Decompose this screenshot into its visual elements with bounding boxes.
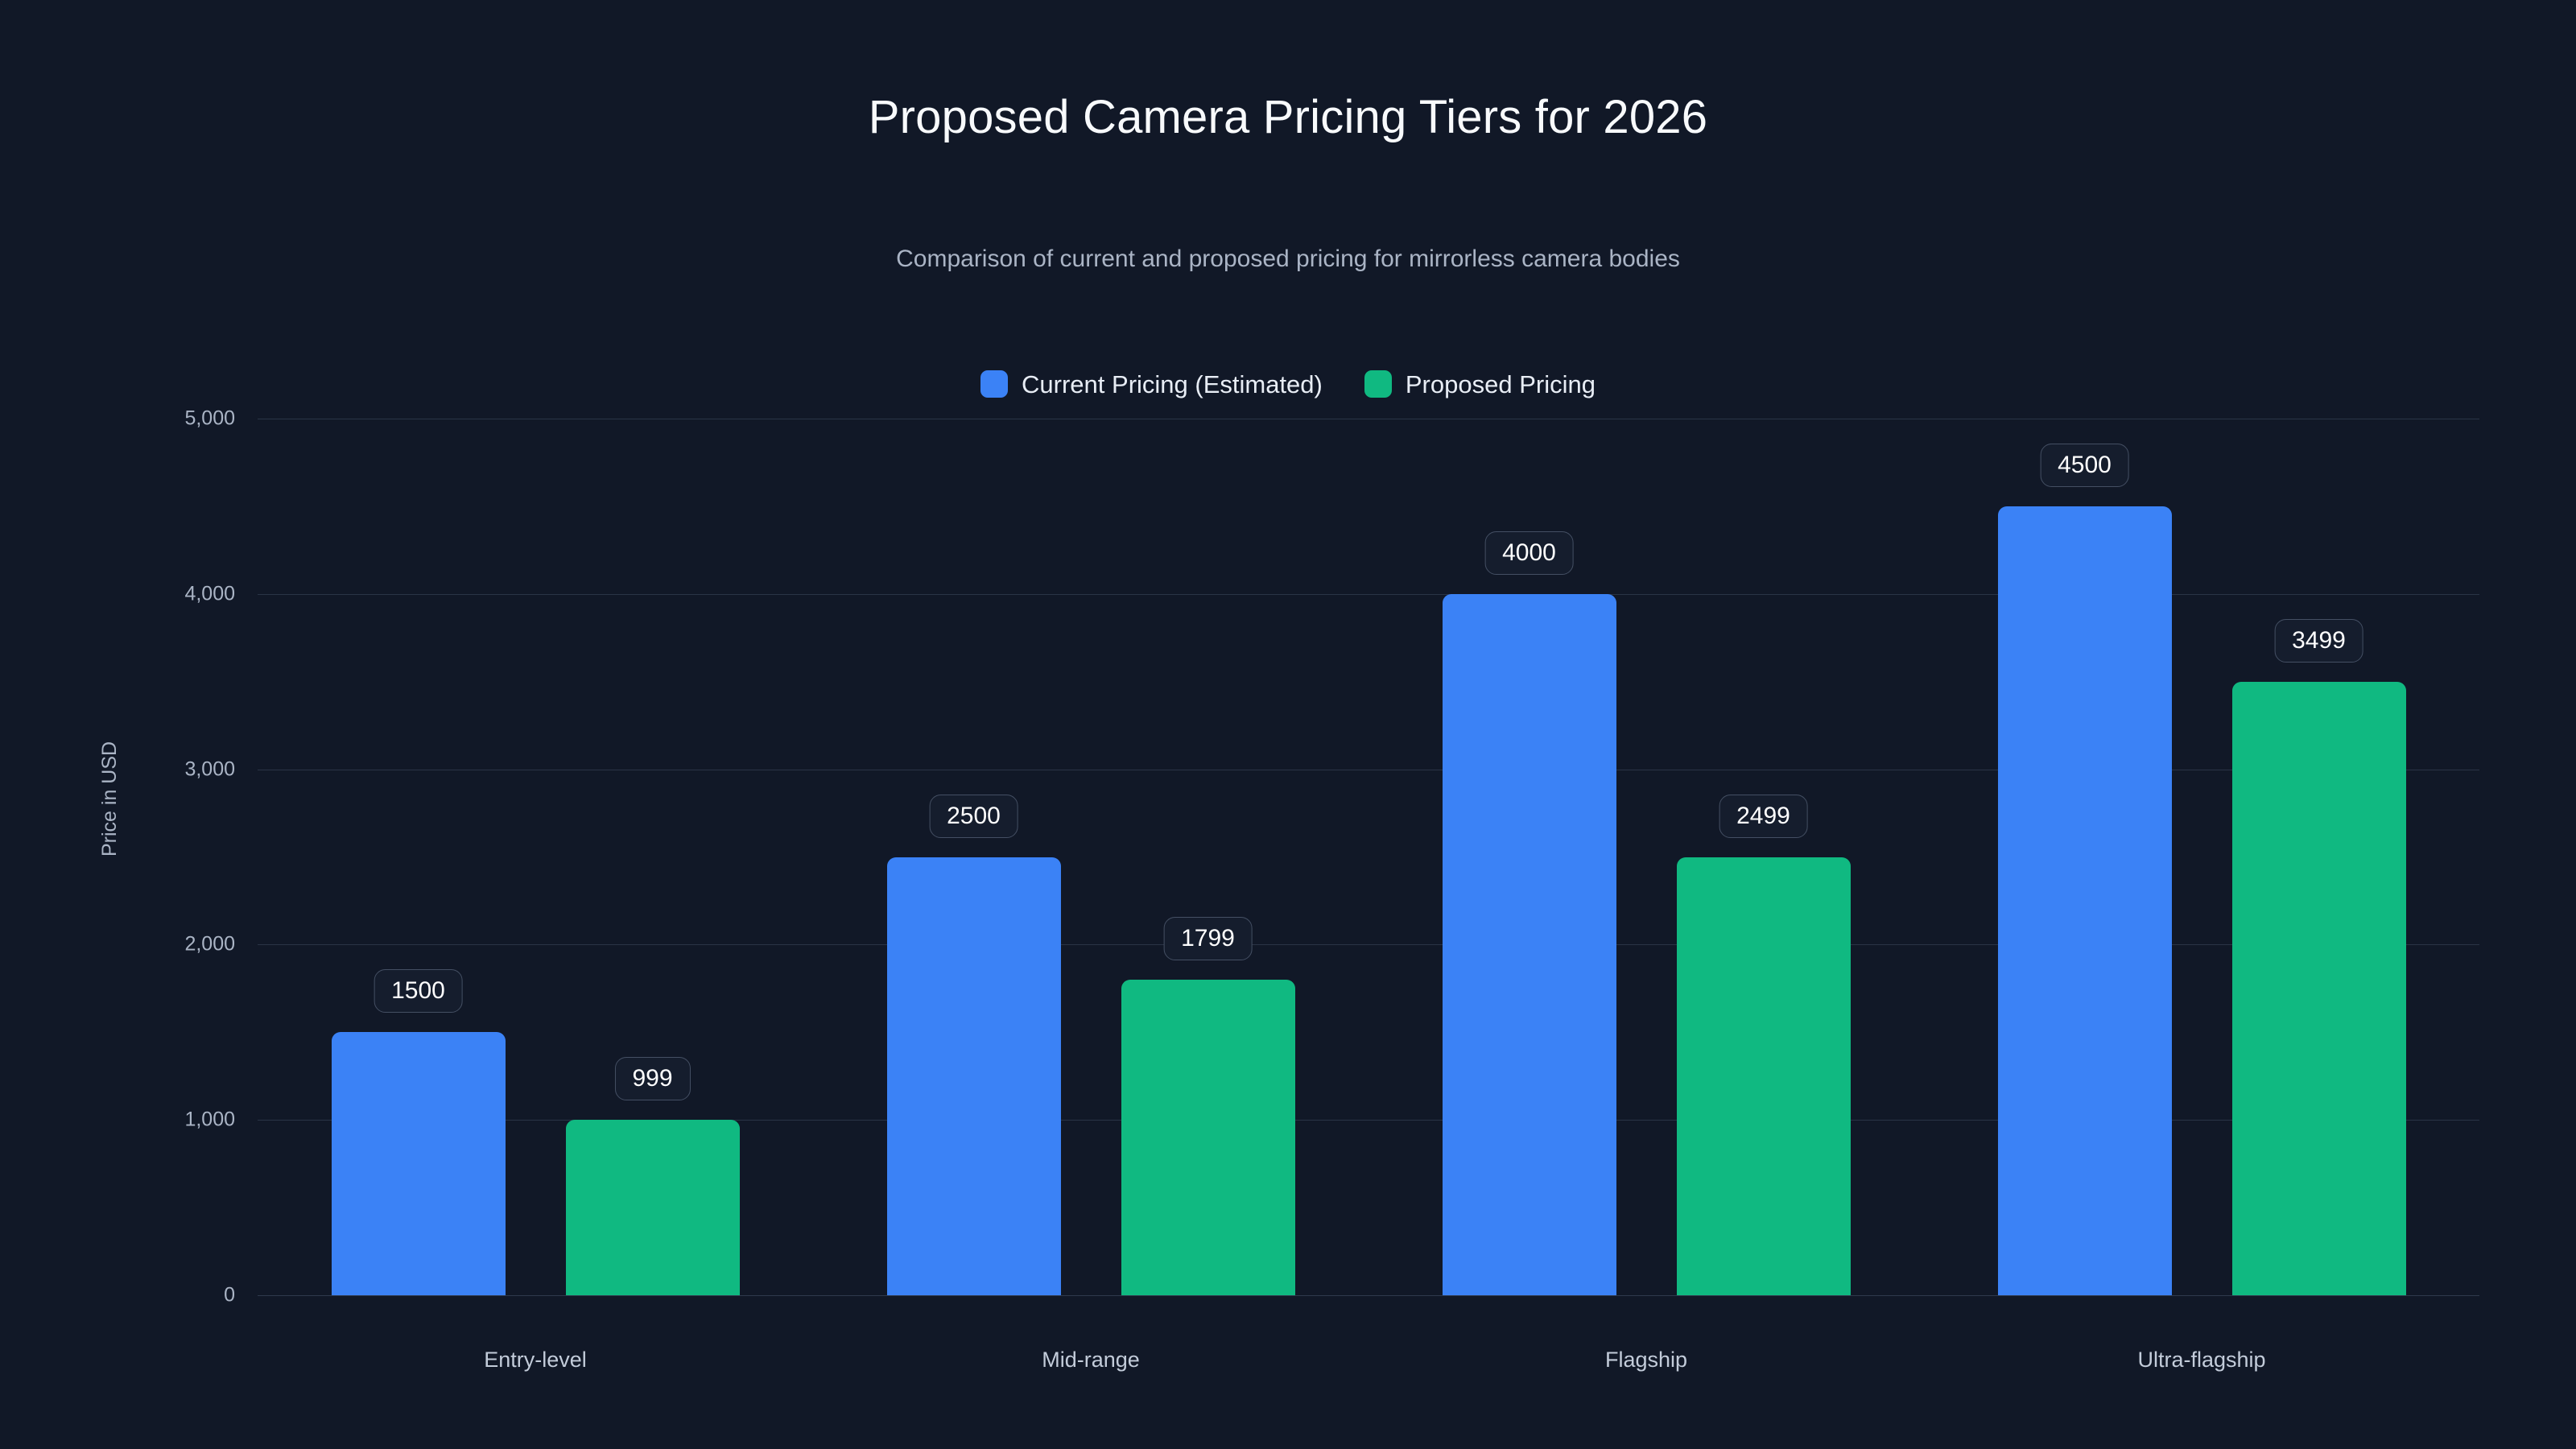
gridline bbox=[258, 1295, 2479, 1296]
bar[interactable] bbox=[565, 1120, 740, 1295]
x-axis-category-label: Entry-level bbox=[484, 1348, 587, 1372]
chart-legend: Current Pricing (Estimated) Proposed Pri… bbox=[0, 370, 2576, 398]
x-axis-category-label: Ultra-flagship bbox=[2137, 1348, 2266, 1372]
bar-value-label: 1799 bbox=[1163, 917, 1253, 961]
bar[interactable] bbox=[331, 1032, 506, 1295]
legend-item-current[interactable]: Current Pricing (Estimated) bbox=[980, 370, 1323, 398]
legend-swatch-proposed bbox=[1364, 370, 1392, 398]
legend-label-current: Current Pricing (Estimated) bbox=[1022, 369, 1323, 398]
plot-area bbox=[258, 419, 2479, 1296]
bar-value-label: 4500 bbox=[2040, 443, 2129, 487]
bar[interactable] bbox=[1997, 506, 2172, 1295]
legend-swatch-current bbox=[980, 370, 1009, 398]
y-axis-tick-label: 1,000 bbox=[184, 1108, 235, 1131]
bar[interactable] bbox=[886, 857, 1061, 1295]
bar-value-label: 2499 bbox=[1719, 794, 1808, 838]
y-axis-tick-label: 3,000 bbox=[184, 758, 235, 781]
bar-value-label: 1500 bbox=[374, 969, 463, 1013]
bar-value-label: 2500 bbox=[929, 794, 1018, 838]
y-axis-title: Price in USD bbox=[98, 741, 121, 857]
bar[interactable] bbox=[1442, 593, 1616, 1295]
bar[interactable] bbox=[1121, 980, 1295, 1295]
gridline bbox=[258, 593, 2479, 595]
x-axis-category-label: Mid-range bbox=[1042, 1348, 1140, 1372]
legend-label-proposed: Proposed Pricing bbox=[1405, 369, 1596, 398]
y-axis-tick-label: 0 bbox=[224, 1283, 235, 1307]
gridline bbox=[258, 944, 2479, 946]
legend-item-proposed[interactable]: Proposed Pricing bbox=[1364, 370, 1596, 398]
y-axis-tick-label: 5,000 bbox=[184, 407, 235, 430]
bar[interactable] bbox=[1676, 857, 1851, 1295]
x-axis-category-label: Flagship bbox=[1604, 1348, 1688, 1372]
bar-value-label: 3499 bbox=[2274, 618, 2363, 663]
bar-value-label: 4000 bbox=[1484, 530, 1574, 575]
bar[interactable] bbox=[2231, 681, 2406, 1295]
page-title: Proposed Camera Pricing Tiers for 2026 bbox=[868, 91, 1708, 143]
gridline bbox=[258, 1120, 2479, 1121]
chart-subtitle: Comparison of current and proposed prici… bbox=[896, 246, 1680, 272]
bar-value-label: 999 bbox=[614, 1057, 691, 1101]
y-axis-tick-label: 2,000 bbox=[184, 932, 235, 956]
y-axis-tick-label: 4,000 bbox=[184, 582, 235, 605]
